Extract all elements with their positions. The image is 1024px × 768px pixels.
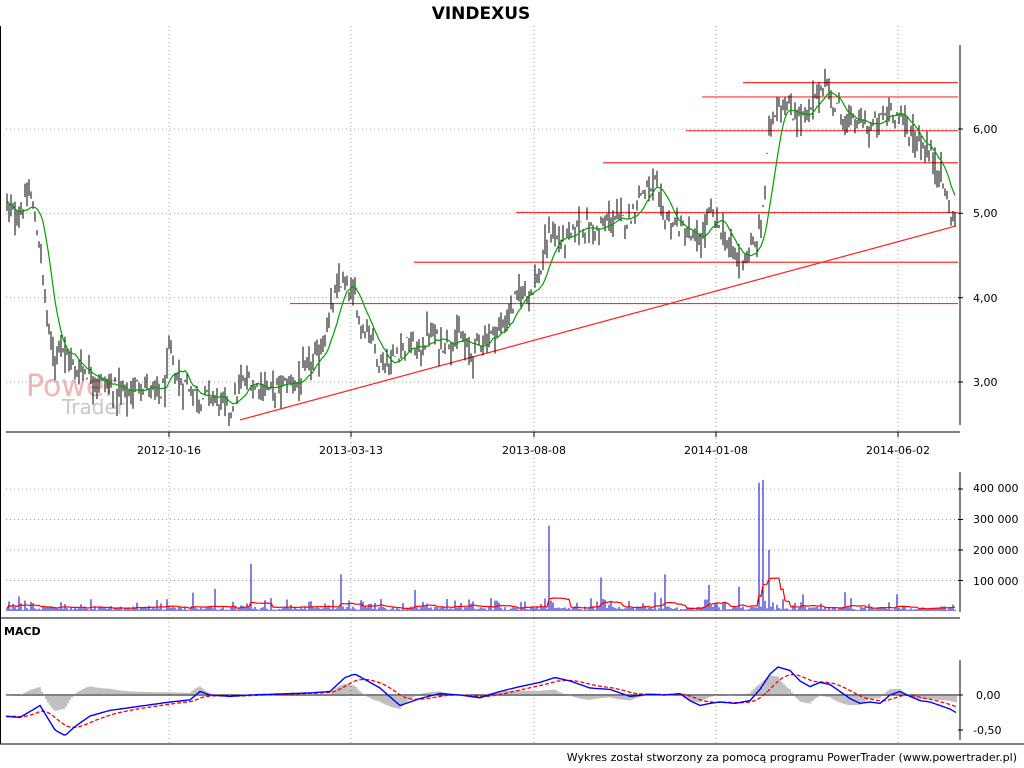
volume-tick-label: 200 000 bbox=[973, 544, 1019, 557]
y-tick-label: 5,00 bbox=[973, 207, 998, 220]
volume-tick-label: 400 000 bbox=[973, 482, 1019, 495]
axes bbox=[0, 26, 1024, 745]
x-tick-label: 2012-10-16 bbox=[137, 444, 201, 457]
y-tick-label: 3,00 bbox=[973, 376, 998, 389]
powertrader-watermark: Power Trader bbox=[26, 369, 126, 419]
volume-tick-label: 100 000 bbox=[973, 575, 1019, 588]
macd-signal-line bbox=[6, 673, 957, 728]
watermark-power: Power bbox=[26, 369, 117, 404]
x-tick-label: 2013-08-08 bbox=[502, 444, 566, 457]
macd-tick-label: -0,50 bbox=[973, 724, 1001, 737]
x-tick-label: 2013-03-13 bbox=[319, 444, 383, 457]
moving-average-line bbox=[6, 91, 956, 405]
x-tick-label: 2014-01-08 bbox=[684, 444, 748, 457]
volume-average-line bbox=[6, 577, 956, 610]
macd-tick-label: 0,00 bbox=[976, 689, 1001, 702]
price-grid bbox=[6, 26, 958, 744]
y-tick-label: 4,00 bbox=[973, 292, 998, 305]
macd-panel bbox=[5, 666, 958, 736]
footer-credit: Wykres został stworzony za pomocą progra… bbox=[567, 751, 1017, 764]
chart-title: VINDEXUS bbox=[432, 4, 531, 24]
x-tick-label: 2014-06-02 bbox=[866, 444, 930, 457]
y-tick-label: 6,00 bbox=[973, 123, 998, 136]
trendline bbox=[239, 225, 957, 421]
macd-line bbox=[5, 666, 957, 736]
macd-label: MACD bbox=[4, 625, 41, 638]
volume-tick-label: 300 000 bbox=[973, 513, 1019, 526]
price-panel bbox=[6, 68, 958, 427]
volume-panel bbox=[6, 479, 956, 611]
